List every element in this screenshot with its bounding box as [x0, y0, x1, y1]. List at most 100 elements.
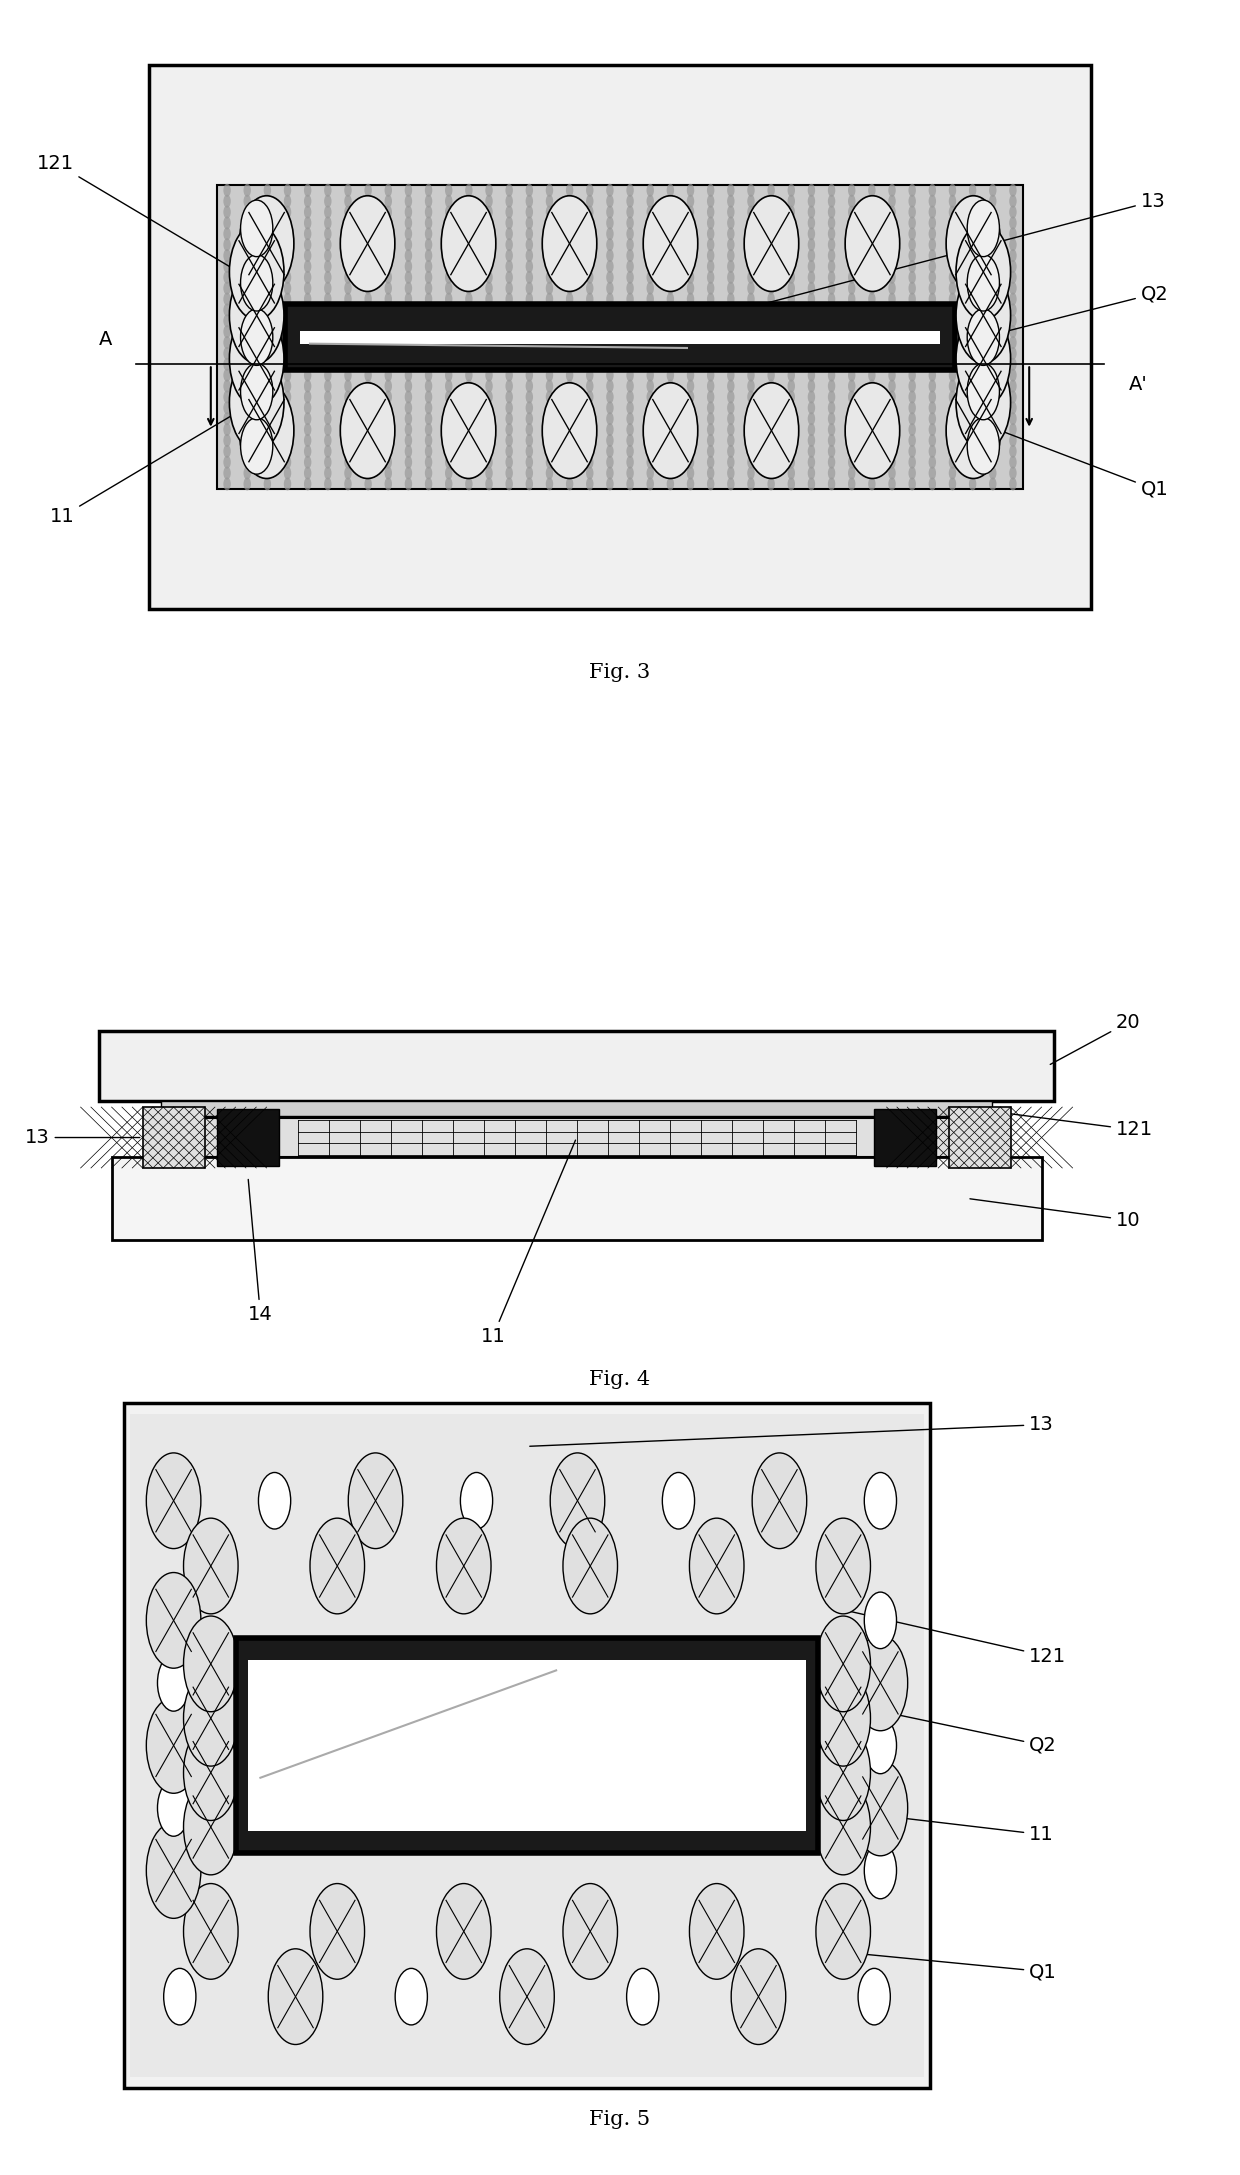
Circle shape	[445, 313, 453, 328]
Circle shape	[526, 413, 533, 426]
Circle shape	[324, 313, 331, 328]
Circle shape	[304, 313, 311, 328]
Circle shape	[687, 357, 694, 372]
Circle shape	[506, 281, 513, 296]
Circle shape	[949, 248, 956, 261]
Circle shape	[565, 291, 573, 307]
Circle shape	[304, 435, 311, 448]
Circle shape	[787, 446, 795, 459]
Circle shape	[587, 313, 594, 328]
Circle shape	[929, 324, 936, 339]
Circle shape	[662, 1472, 694, 1529]
Circle shape	[667, 422, 675, 437]
Circle shape	[990, 215, 997, 228]
Bar	[124, 1403, 930, 2088]
Circle shape	[465, 281, 472, 296]
Circle shape	[345, 478, 352, 492]
Circle shape	[864, 1842, 897, 1899]
Circle shape	[864, 1718, 897, 1775]
Circle shape	[787, 281, 795, 296]
Circle shape	[727, 196, 734, 209]
Bar	[130, 1414, 924, 2077]
Circle shape	[485, 346, 492, 361]
Circle shape	[404, 270, 412, 283]
Circle shape	[445, 400, 453, 415]
Circle shape	[968, 457, 976, 470]
Circle shape	[565, 324, 573, 339]
Circle shape	[868, 346, 875, 361]
Circle shape	[365, 248, 372, 261]
Circle shape	[445, 204, 453, 218]
Circle shape	[1009, 435, 1017, 448]
Circle shape	[727, 324, 734, 339]
Circle shape	[506, 196, 513, 209]
Circle shape	[626, 302, 634, 318]
Circle shape	[828, 215, 836, 228]
Circle shape	[1009, 281, 1017, 296]
Circle shape	[445, 259, 453, 272]
Circle shape	[1009, 392, 1017, 405]
Circle shape	[365, 324, 372, 339]
Circle shape	[667, 313, 675, 328]
Circle shape	[626, 400, 634, 415]
Circle shape	[667, 270, 675, 283]
Bar	[300, 331, 940, 344]
Circle shape	[546, 183, 553, 198]
Circle shape	[587, 435, 594, 448]
Circle shape	[384, 324, 392, 339]
Circle shape	[404, 413, 412, 426]
Circle shape	[868, 392, 875, 405]
Circle shape	[787, 435, 795, 448]
Circle shape	[526, 215, 533, 228]
Circle shape	[445, 435, 453, 448]
Circle shape	[929, 302, 936, 318]
Circle shape	[990, 392, 997, 405]
Circle shape	[365, 346, 372, 361]
Circle shape	[304, 270, 311, 283]
Circle shape	[646, 446, 653, 459]
Circle shape	[264, 457, 272, 470]
Circle shape	[727, 183, 734, 198]
Circle shape	[485, 446, 492, 459]
Circle shape	[304, 237, 311, 250]
Circle shape	[807, 378, 815, 394]
Circle shape	[445, 270, 453, 283]
Circle shape	[404, 215, 412, 228]
Circle shape	[264, 313, 272, 328]
Circle shape	[546, 378, 553, 394]
Circle shape	[384, 446, 392, 459]
Circle shape	[868, 457, 875, 470]
Circle shape	[646, 302, 653, 318]
Circle shape	[990, 335, 997, 350]
Circle shape	[807, 248, 815, 261]
Circle shape	[968, 435, 976, 448]
Circle shape	[929, 183, 936, 198]
Circle shape	[184, 1884, 238, 1979]
Circle shape	[727, 313, 734, 328]
Circle shape	[565, 378, 573, 394]
Circle shape	[828, 291, 836, 307]
Circle shape	[546, 248, 553, 261]
Circle shape	[258, 1472, 290, 1529]
Circle shape	[828, 422, 836, 437]
Circle shape	[929, 346, 936, 361]
Circle shape	[787, 291, 795, 307]
Circle shape	[284, 457, 291, 470]
Circle shape	[929, 204, 936, 218]
Circle shape	[626, 248, 634, 261]
Circle shape	[284, 368, 291, 383]
Circle shape	[241, 309, 273, 365]
Circle shape	[909, 313, 916, 328]
Circle shape	[425, 196, 433, 209]
Circle shape	[888, 259, 895, 272]
Circle shape	[506, 313, 513, 328]
Circle shape	[445, 291, 453, 307]
Circle shape	[223, 435, 231, 448]
Circle shape	[689, 1884, 744, 1979]
Circle shape	[768, 478, 775, 492]
Circle shape	[441, 383, 496, 478]
Circle shape	[324, 270, 331, 283]
Circle shape	[787, 302, 795, 318]
Circle shape	[990, 248, 997, 261]
Circle shape	[264, 302, 272, 318]
